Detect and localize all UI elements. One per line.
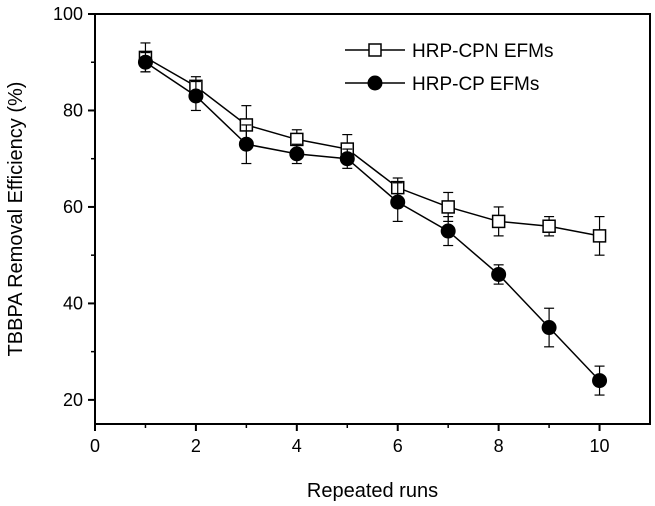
series-line <box>145 61 601 382</box>
data-point <box>491 214 506 229</box>
y-tick-label: 60 <box>63 197 83 217</box>
y-tick-label: 100 <box>53 4 83 24</box>
series-line <box>145 56 600 237</box>
data-point <box>440 223 456 239</box>
axis-ticks-layer: 0 2 4 6 8 10 20 40 60 80 100 <box>53 4 610 456</box>
data-point <box>289 146 305 162</box>
y-tick-label: 80 <box>63 100 83 120</box>
data-point <box>290 132 304 147</box>
data-point <box>542 219 556 233</box>
x-tick-label: 0 <box>90 436 100 456</box>
data-point <box>592 229 607 243</box>
legend-item: HRP-CP EFMs <box>345 74 539 95</box>
series-hrp-cp-efms <box>137 51 608 396</box>
data-point <box>592 373 608 389</box>
plot-frame <box>94 13 651 425</box>
legend-label: HRP-CPN EFMs <box>412 41 553 62</box>
x-tick-label: 8 <box>494 436 504 456</box>
y-tick-label: 20 <box>63 390 83 410</box>
data-point <box>541 320 557 336</box>
data-point <box>339 151 355 167</box>
x-tick-label: 4 <box>292 436 302 456</box>
legend-marker <box>368 43 382 57</box>
x-tick-label: 6 <box>393 436 403 456</box>
data-point <box>137 54 153 70</box>
legend: HRP-CPN EFMs HRP-CP EFMs <box>345 41 553 95</box>
legend-marker <box>367 75 383 91</box>
plot-series-layer <box>137 42 608 396</box>
x-tick-label: 10 <box>590 436 610 456</box>
y-tick-label: 40 <box>63 293 83 313</box>
data-point <box>238 136 254 152</box>
data-point <box>491 266 507 282</box>
x-tick-label: 2 <box>191 436 201 456</box>
x-axis-title: Repeated runs <box>307 480 438 502</box>
data-point <box>390 194 406 210</box>
data-point <box>188 88 204 104</box>
y-axis-title: TBBPA Removal Efficiency (%) <box>5 82 27 357</box>
data-point <box>441 200 455 214</box>
legend-item: HRP-CPN EFMs <box>345 41 553 62</box>
legend-label: HRP-CP EFMs <box>412 74 539 95</box>
